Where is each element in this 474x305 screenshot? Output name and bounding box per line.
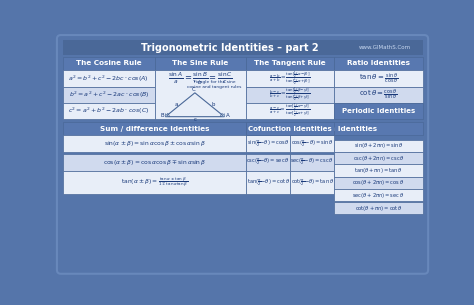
Text: $\csc(\frac{\pi}{2}\!-\!\theta) = \sec\theta$: $\csc(\frac{\pi}{2}\!-\!\theta) = \sec\t… (246, 157, 290, 167)
Bar (63, 70, 155, 87)
Text: B: B (161, 113, 164, 118)
Bar (63, 103, 155, 119)
Bar (63, 122, 246, 135)
Bar (63, 170, 246, 195)
Text: $b^2 = a^2 + c^2 - 2ac \cdot cos(B)$: $b^2 = a^2 + c^2 - 2ac \cdot cos(B)$ (69, 90, 149, 100)
Bar (246, 70, 334, 87)
Bar (334, 140, 423, 152)
Text: The Cosine Rule: The Cosine Rule (76, 60, 142, 66)
Text: $\sin(\frac{\pi}{2}\!-\!\theta) = \cos\theta$: $\sin(\frac{\pi}{2}\!-\!\theta) = \cos\t… (246, 138, 290, 149)
Text: $\cos(\frac{\pi}{2}\!-\!\theta) = \sin\theta$: $\cos(\frac{\pi}{2}\!-\!\theta) = \sin\t… (291, 138, 334, 149)
Bar (63, 87, 155, 103)
Text: C: C (192, 87, 196, 92)
Bar (290, 135, 334, 152)
Text: b: b (212, 102, 215, 107)
Text: Periodic Identities: Periodic Identities (342, 108, 415, 114)
Bar (63, 154, 246, 170)
Text: a: a (174, 102, 178, 107)
Text: $\cot(\frac{\pi}{2}\!-\!\theta) = \tan\theta$: $\cot(\frac{\pi}{2}\!-\!\theta) = \tan\t… (291, 177, 334, 188)
Bar (334, 177, 423, 189)
Bar (334, 87, 423, 103)
Bar (246, 87, 334, 103)
Text: $\csc(\theta + 2\pi n) = \csc\theta$: $\csc(\theta + 2\pi n) = \csc\theta$ (353, 154, 404, 163)
Bar (63, 57, 155, 70)
Bar (334, 57, 423, 70)
Text: Ratio Identities: Ratio Identities (347, 60, 410, 66)
Text: The Tangent Rule: The Tangent Rule (255, 60, 326, 66)
Bar (334, 189, 423, 201)
Text: $\tan(\theta + \pi n) = \tan\theta$: $\tan(\theta + \pi n) = \tan\theta$ (354, 166, 403, 175)
Bar (334, 103, 423, 119)
Bar (246, 103, 334, 119)
Text: $\tan\theta = \frac{\sin\theta}{\cos\theta}$: $\tan\theta = \frac{\sin\theta}{\cos\the… (359, 71, 398, 86)
Bar (246, 170, 290, 195)
Bar (155, 57, 246, 70)
Bar (63, 135, 246, 152)
FancyBboxPatch shape (57, 35, 428, 274)
Text: $\sin(\theta + 2\pi n) = \sin\theta$: $\sin(\theta + 2\pi n) = \sin\theta$ (354, 142, 403, 150)
Bar (334, 202, 423, 214)
Bar (63, 41, 423, 55)
Text: Trigonometric Identities – part 2: Trigonometric Identities – part 2 (141, 43, 319, 53)
Text: $\cos(\theta + 2\pi n) = \cos\theta$: $\cos(\theta + 2\pi n) = \cos\theta$ (352, 178, 405, 187)
Text: $\cot\theta = \frac{\cos\theta}{\sin\theta}$: $\cot\theta = \frac{\cos\theta}{\sin\the… (359, 88, 398, 102)
Bar (290, 170, 334, 195)
Bar (290, 154, 334, 170)
Text: Cofunction Identities: Cofunction Identities (248, 126, 332, 132)
Bar (246, 135, 290, 152)
Text: A: A (226, 113, 229, 118)
Bar (246, 122, 423, 135)
Text: $\sin(\alpha \pm \beta) = \sin\alpha\cos\beta \pm \cos\alpha\sin\beta$: $\sin(\alpha \pm \beta) = \sin\alpha\cos… (104, 139, 206, 148)
Text: $\tan(\alpha \pm \beta) = \frac{\tan\alpha \pm \tan\beta}{1 \mp \tan\alpha\tan\b: $\tan(\alpha \pm \beta) = \frac{\tan\alp… (121, 176, 188, 189)
Bar (63, 41, 423, 55)
Text: $\frac{b-c}{b+c}=\frac{\tan[\frac{1}{2}(\beta\!-\!\gamma)]}{\tan[\frac{1}{2}(\be: $\frac{b-c}{b+c}=\frac{\tan[\frac{1}{2}(… (270, 86, 311, 104)
Text: $\cot(\theta + \pi n) = \cot\theta$: $\cot(\theta + \pi n) = \cot\theta$ (355, 204, 402, 213)
Text: $a^2 = b^2 + c^2 - 2bc \cdot cos(A)$: $a^2 = b^2 + c^2 - 2bc \cdot cos(A)$ (68, 74, 149, 84)
Text: $\frac{a-c}{a+c}=\frac{\tan[\frac{1}{2}(\alpha\!-\!\gamma)]}{\tan[\frac{1}{2}(\a: $\frac{a-c}{a+c}=\frac{\tan[\frac{1}{2}(… (270, 102, 311, 120)
Bar (334, 152, 423, 164)
Text: www.GlMathS.Com: www.GlMathS.Com (359, 45, 411, 50)
Text: $\sec(\frac{\pi}{2}\!-\!\theta) = \csc\theta$: $\sec(\frac{\pi}{2}\!-\!\theta) = \csc\t… (291, 157, 334, 167)
Bar (155, 70, 246, 119)
Text: Cofunction Identities: Cofunction Identities (292, 126, 377, 132)
Polygon shape (165, 113, 169, 117)
Text: $\tan(\frac{\pi}{2}\!-\!\theta) = \cot\theta$: $\tan(\frac{\pi}{2}\!-\!\theta) = \cot\t… (246, 177, 290, 188)
Text: $\frac{a-b}{a+b}=\frac{\tan[\frac{1}{2}(\alpha\!-\!\beta)]}{\tan[\frac{1}{2}(\al: $\frac{a-b}{a+b}=\frac{\tan[\frac{1}{2}(… (269, 70, 311, 88)
Polygon shape (221, 113, 224, 117)
Bar (246, 154, 290, 170)
Text: c: c (193, 117, 196, 122)
Bar (334, 70, 423, 87)
Text: Triangle for the sine
cosine and tangent rules: Triangle for the sine cosine and tangent… (187, 81, 241, 89)
Text: Sum / difference Identities: Sum / difference Identities (100, 126, 210, 132)
Text: The Sine Rule: The Sine Rule (172, 60, 228, 66)
Text: $\frac{\sin A}{a} = \frac{\sin B}{b} = \frac{\sin C}{c}$: $\frac{\sin A}{a} = \frac{\sin B}{b} = \… (168, 70, 233, 87)
Text: $c^2 = a^2 + b^2 - 2ab \cdot cos(C)$: $c^2 = a^2 + b^2 - 2ab \cdot cos(C)$ (68, 106, 149, 116)
Text: $\cos(\alpha \pm \beta) = \cos\alpha\cos\beta \mp \sin\alpha\sin\beta$: $\cos(\alpha \pm \beta) = \cos\alpha\cos… (103, 158, 206, 167)
Bar (334, 164, 423, 177)
Text: $\sec(\theta + 2\pi n) = \sec\theta$: $\sec(\theta + 2\pi n) = \sec\theta$ (352, 191, 405, 200)
Bar (246, 122, 334, 135)
Bar (246, 57, 334, 70)
